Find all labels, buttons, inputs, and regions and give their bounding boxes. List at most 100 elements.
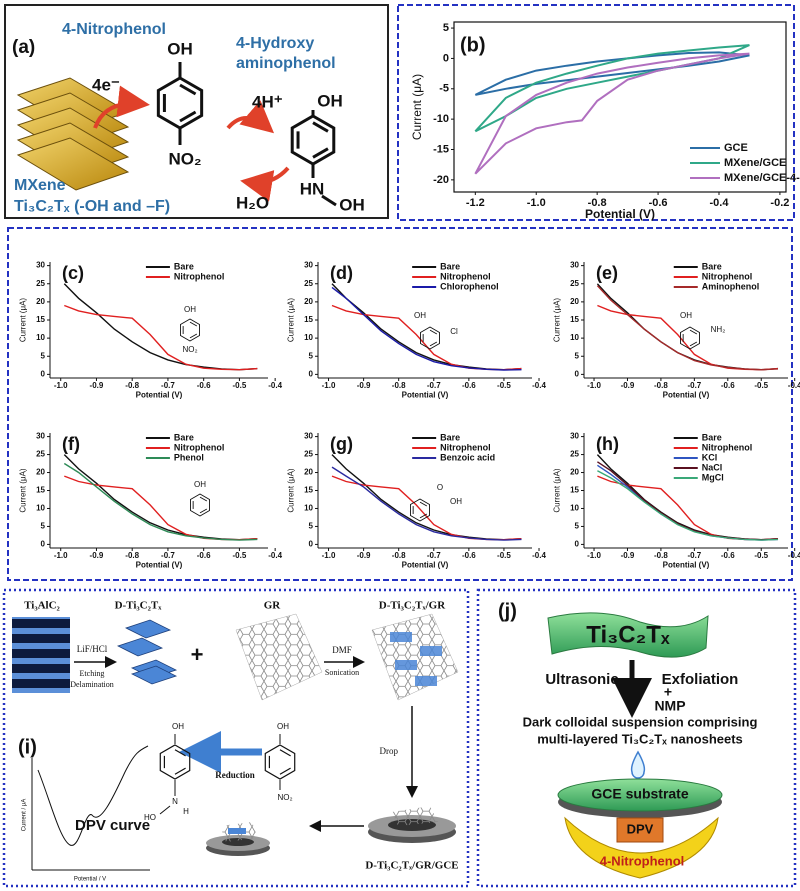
y-tick-label: 25: [570, 450, 579, 459]
group-label: OH: [172, 722, 184, 731]
x-tick-label: -0.9: [621, 381, 635, 390]
x-axis-label: Potential (V): [402, 560, 449, 569]
x-tick-label: -0.4: [710, 197, 730, 209]
legend-label: KCl: [702, 452, 718, 462]
benzene-ring: [420, 326, 440, 350]
drop: Drop: [380, 746, 399, 756]
series-line: [331, 466, 522, 541]
graphene-sheet: [235, 613, 323, 701]
x-tick-label: -0.9: [357, 381, 371, 390]
y-tick-label: 10: [36, 504, 45, 513]
x-tick-label: -0.6: [462, 381, 476, 390]
panel-i: Ti₃AlC₂ D-Ti₃C₂Tₓ LiF/HCl Etching Delami…: [12, 600, 459, 883]
reactant-name: 4-Nitrophenol: [62, 21, 166, 38]
panel-label: (i): [18, 736, 37, 758]
y-tick-label: -5: [439, 83, 449, 95]
y-tick-label: 30: [570, 432, 579, 441]
x-tick-label: -0.7: [687, 551, 701, 560]
y-tick-label: 5: [41, 351, 46, 360]
legend-label: Phenol: [174, 452, 204, 462]
structure-label: NH₂: [711, 325, 726, 334]
y-tick-label: 0: [41, 369, 46, 378]
legend-label: Nitrophenol: [174, 442, 225, 452]
benzene-ring: [290, 114, 336, 166]
electrons: 4e⁻: [92, 75, 120, 94]
water: H₂O: [236, 193, 269, 212]
y-tick-label: 10: [304, 504, 313, 513]
x-tick-label: -0.7: [161, 381, 175, 390]
suspension: Dark colloidal suspension comprising: [523, 714, 758, 729]
y-tick-label: 5: [309, 522, 314, 531]
double-bond: [429, 341, 438, 347]
y-tick-label: 15: [36, 486, 45, 495]
reduction: Reduction: [215, 770, 255, 780]
x-tick-label: -0.5: [233, 381, 247, 390]
y-tick-label: 20: [36, 468, 45, 477]
step-text: DMF: [332, 645, 352, 655]
double-bond: [199, 496, 208, 502]
group-label: H: [183, 807, 189, 816]
material: Ti₃C₂Tₓ: [586, 621, 670, 648]
y-axis-label: Current (μA): [553, 468, 562, 513]
x-tick-label: -0.5: [497, 381, 511, 390]
panel-label: (a): [12, 37, 35, 58]
x-tick-label: -1.2: [466, 197, 485, 209]
composite: D-Ti₃C₂Tₓ/GR: [379, 600, 446, 612]
x-axis-label: Potential (V): [402, 390, 449, 399]
analyte: 4-Nitrophenol: [600, 853, 685, 868]
benzene-ring: [156, 76, 204, 130]
panel-b-border: [397, 4, 795, 221]
legend-label: Nitrophenol: [702, 271, 753, 281]
y-tick-label: 10: [570, 504, 579, 513]
product-name: 4-Hydroxy: [236, 35, 314, 52]
x-axis-label: Potential (V): [663, 390, 710, 399]
double-bond: [312, 147, 329, 159]
step-text: Sonication: [325, 668, 359, 677]
series-line: [596, 285, 779, 371]
double-bond: [429, 329, 438, 335]
dpv-x-label: Potential / V: [74, 877, 106, 883]
panel-label: (d): [330, 263, 353, 283]
y-tick-label: 25: [36, 279, 45, 288]
y-tick-label: 5: [443, 22, 449, 34]
electrode: [368, 806, 456, 843]
x-tick-label: -0.9: [621, 551, 635, 560]
series-line: [474, 44, 750, 133]
group-label: NO₂: [277, 793, 292, 802]
series-line: [597, 475, 779, 541]
y-axis-label: Current (μA): [553, 298, 562, 343]
y-tick-label: -20: [433, 174, 449, 186]
y-tick-label: 20: [304, 468, 313, 477]
series-line: [63, 454, 258, 541]
legend-label: MgCl: [702, 472, 724, 482]
legend-label: Bare: [174, 432, 194, 442]
x-tick-label: -1.0: [54, 381, 68, 390]
x-tick-label: -0.5: [233, 551, 247, 560]
y-tick-label: 5: [575, 351, 580, 360]
series-line: [597, 470, 779, 541]
series-line: [331, 304, 522, 371]
etched: D-Ti₃C₂Tₓ: [115, 600, 163, 612]
x-tick-label: -0.9: [90, 381, 104, 390]
double-bond: [312, 121, 329, 133]
technique: DPV: [627, 821, 654, 836]
x-tick-label: -0.8: [654, 381, 668, 390]
x-tick-label: -1.0: [322, 381, 336, 390]
legend-label: Aminophenol: [702, 281, 760, 291]
electrode-small: [206, 822, 270, 856]
composite-flakes: [390, 632, 442, 686]
y-tick-label: 25: [304, 279, 313, 288]
double-bond: [279, 749, 291, 757]
y-tick-label: 15: [304, 315, 313, 324]
x-tick-label: -1.0: [587, 551, 601, 560]
mxene-slab: [547, 612, 709, 658]
protons: 4H⁺: [252, 92, 283, 111]
benzene-ring: [264, 744, 296, 780]
y-tick-label: 20: [570, 468, 579, 477]
y-tick-label: 0: [41, 540, 46, 549]
structure-label: OH: [414, 311, 426, 320]
legend-label: MXene/GCE: [724, 157, 786, 169]
dpv-label: DPV curve: [75, 817, 150, 834]
structure-label: OH: [194, 480, 206, 489]
catalyst: MXene: [14, 177, 66, 194]
